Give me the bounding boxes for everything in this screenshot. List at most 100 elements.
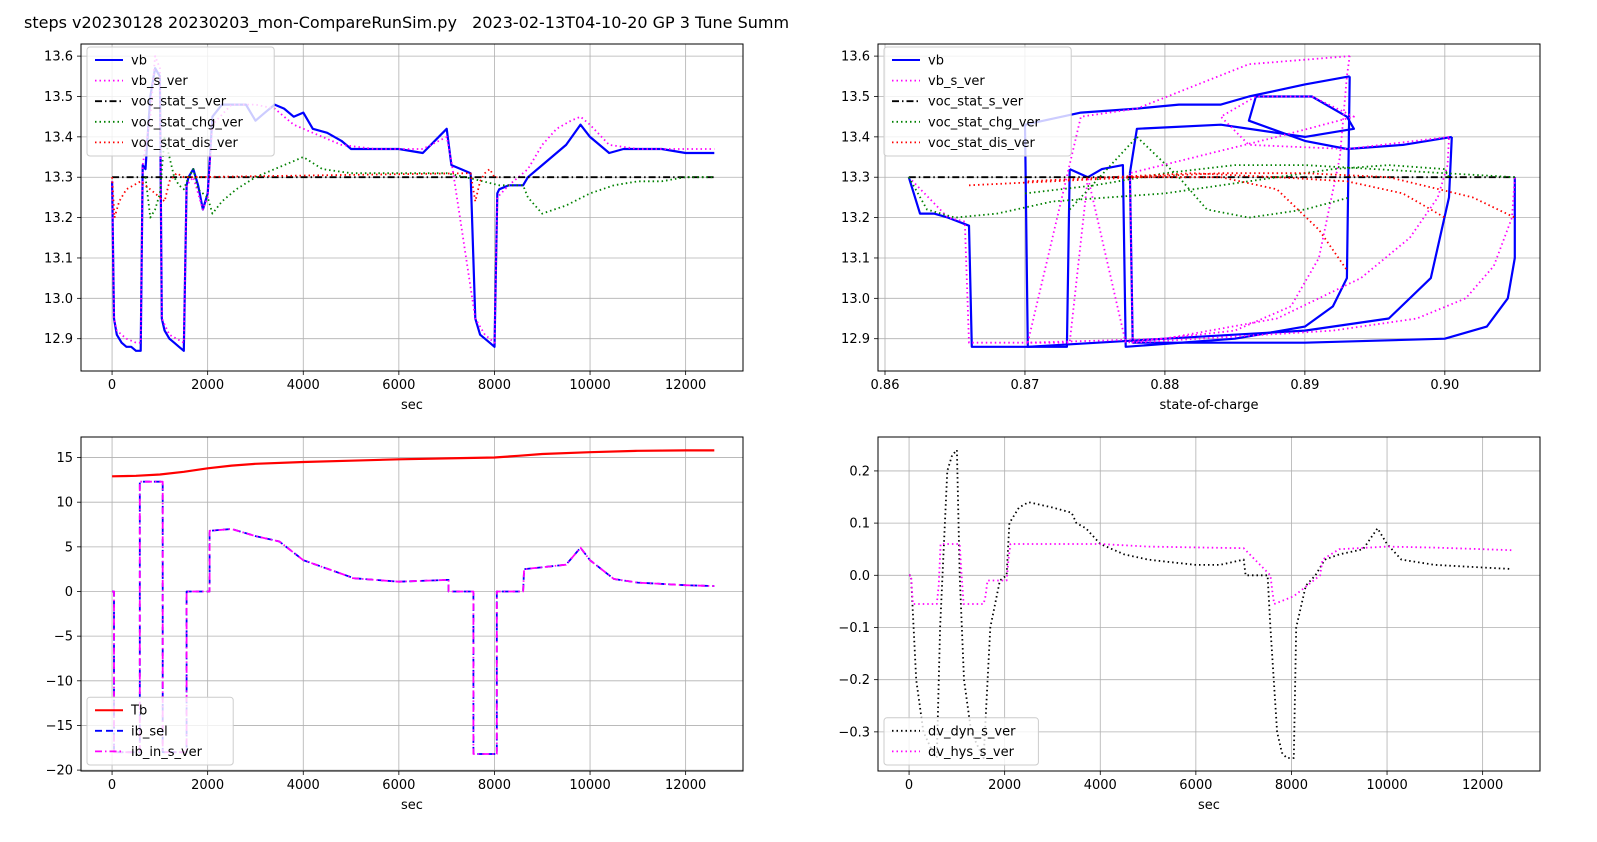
series-voc-stat-chg-ver-line: [144, 135, 715, 219]
y-tick-label: −0.3: [838, 725, 870, 740]
series-voc-stat-chg-ver-line: [1024, 164, 1515, 195]
legend-label: ib_sel: [131, 724, 168, 739]
axes-frame: [877, 43, 1541, 372]
legend: dv_dyn_s_ver dv_hys_s_ver: [883, 717, 1039, 766]
x-axis-label: sec: [1198, 798, 1220, 813]
x-tick-label: 10000: [569, 378, 610, 393]
y-tick-label: −15: [46, 719, 73, 734]
series-vb-line: [1128, 95, 1356, 174]
plot-area: [112, 449, 715, 755]
x-tick-label: 0.86: [871, 378, 900, 393]
x-axis-label: sec: [401, 798, 423, 813]
legend-label: voc_stat_s_ver: [131, 95, 227, 110]
legend-label: voc_stat_chg_ver: [131, 115, 244, 130]
x-tick-label: 2000: [191, 778, 224, 793]
x-tick-label: 12000: [665, 378, 706, 393]
legend-label: vb_s_ver: [928, 74, 985, 89]
x-axis-label: state-of-charge: [1159, 398, 1258, 413]
y-tick-label: 13.4: [44, 130, 73, 145]
axes-voltage-vs-soc: 0.86 0.87 0.88 0.89 0.90 12.9 13.0 13.1 13.2 13.3…: [841, 43, 1541, 413]
axes-frame: [80, 436, 744, 772]
series-vb-line: [1024, 75, 1350, 126]
series-vb-line: [907, 169, 1071, 348]
x-tick-label: 0.89: [1290, 378, 1319, 393]
x-tick-label: 0.87: [1010, 378, 1039, 393]
y-tick-label: 13.6: [841, 50, 870, 65]
y-tick-label: 0: [65, 585, 73, 600]
legend: vb vb_s_ver voc_stat_s_ver voc_stat_chg_ver…: [86, 46, 275, 157]
series-vb-line: [1023, 124, 1453, 348]
series-ib-in-s-ver-line: [112, 480, 715, 755]
legend-label: voc_stat_chg_ver: [928, 115, 1041, 130]
y-tick-label: 13.1: [44, 251, 73, 266]
legend-box: [86, 696, 234, 766]
legend-label: ib_in_s_ver: [131, 745, 203, 760]
x-tick-label: 8000: [478, 378, 511, 393]
x-tick-label: 6000: [382, 378, 415, 393]
series-vb-line: [1128, 173, 1516, 344]
y-tick-label: 13.0: [44, 292, 73, 307]
legend-box: [883, 46, 1072, 157]
x-tick-label: 0.88: [1150, 378, 1179, 393]
series-vb-s-ver-line: [1129, 95, 1516, 344]
x-tick-label: 12000: [665, 778, 706, 793]
x-tick-label: 4000: [1084, 778, 1117, 793]
x-tick-label: 2000: [191, 378, 224, 393]
y-tick-label: −20: [46, 764, 73, 779]
y-tick-label: 0.1: [849, 517, 870, 532]
axes-frame: [80, 43, 744, 372]
x-tick-label: 0: [108, 378, 116, 393]
y-tick-label: 13.2: [44, 211, 73, 226]
x-tick-label: 2000: [988, 778, 1021, 793]
x-tick-label: 4000: [287, 778, 320, 793]
x-tick-label: 8000: [478, 778, 511, 793]
y-tick-label: 13.5: [841, 90, 870, 105]
legend-label: voc_stat_dis_ver: [131, 136, 239, 151]
legend-box: [86, 46, 275, 157]
y-tick-label: 0.0: [849, 569, 870, 584]
x-axis-label: sec: [401, 398, 423, 413]
legend-label: voc_stat_s_ver: [928, 95, 1024, 110]
x-tick-label: 10000: [569, 778, 610, 793]
legend-label: voc_stat_dis_ver: [928, 136, 1036, 151]
series-vb-line: [1247, 96, 1452, 151]
y-tick-label: 0.2: [849, 464, 870, 479]
axes-frame: [877, 436, 1541, 772]
series-voc-stat-dis-ver-line: [111, 168, 498, 219]
legend-label: vb: [928, 54, 944, 69]
legend-box: [883, 717, 1039, 766]
x-tick-label: 0: [108, 778, 116, 793]
y-tick-label: 13.3: [841, 171, 870, 186]
y-tick-label: 13.4: [841, 130, 870, 145]
x-tick-label: 6000: [1179, 778, 1212, 793]
legend-label: Tb: [130, 704, 147, 719]
x-tick-label: 6000: [382, 778, 415, 793]
y-tick-label: 5: [65, 540, 73, 555]
series-voc-stat-chg-ver-line: [908, 164, 1450, 219]
legend-label: vb: [131, 54, 147, 69]
y-tick-label: −0.2: [838, 673, 870, 688]
y-tick-label: 15: [56, 451, 73, 466]
series-voc-stat-dis-ver-line: [1132, 172, 1516, 219]
series-dv-hys-s-ver-line: [909, 543, 1512, 605]
x-tick-label: 4000: [287, 378, 320, 393]
legend-label: vb_s_ver: [131, 74, 188, 89]
plot-area: [909, 449, 1512, 759]
series-voc-stat-dis-ver-line: [968, 176, 1348, 271]
axes-dv-vs-time: 0 2000 4000 6000 8000 10000 12000 0.2 0.1 0.0 −0.1…: [838, 436, 1541, 813]
y-tick-label: 13.1: [841, 251, 870, 266]
y-tick-label: 13.2: [841, 211, 870, 226]
y-tick-label: 12.9: [44, 332, 73, 347]
series-vb-line: [1069, 76, 1351, 348]
y-tick-label: −5: [54, 630, 73, 645]
y-tick-label: 13.0: [841, 292, 870, 307]
y-tick-label: −0.1: [838, 621, 870, 636]
y-tick-label: 13.5: [44, 90, 73, 105]
series-ib-sel-line: [112, 480, 715, 755]
y-tick-label: 12.9: [841, 332, 870, 347]
y-tick-label: 13.6: [44, 50, 73, 65]
y-tick-label: 10: [56, 496, 73, 511]
axes-voltage-vs-time: 0 2000 4000 6000 8000 10000 12000 12.9 13.0 13.1 1…: [44, 43, 744, 413]
series-vb-s-ver-line: [1026, 55, 1450, 344]
